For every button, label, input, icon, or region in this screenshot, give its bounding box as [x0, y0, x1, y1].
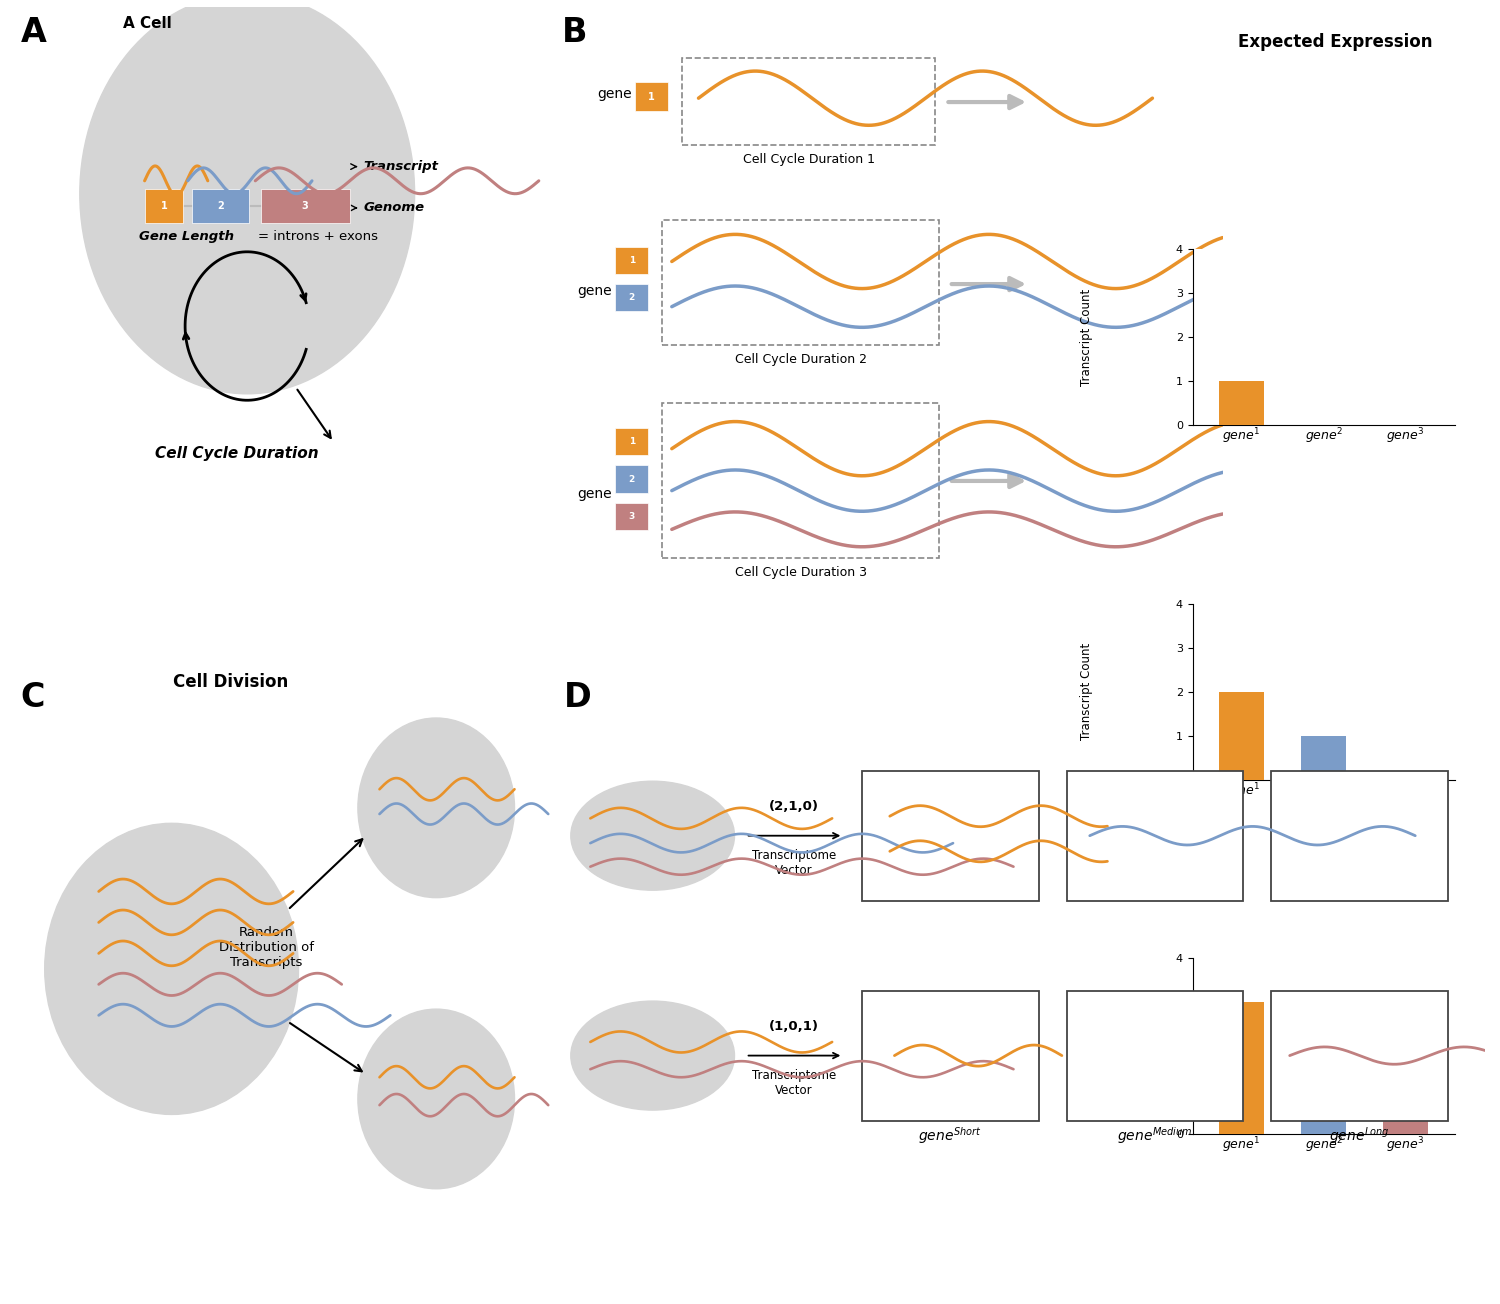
Text: Random
Distribution of
Transcripts: Random Distribution of Transcripts: [219, 926, 314, 969]
Bar: [1220, 691, 1264, 780]
Text: 1: 1: [160, 201, 168, 211]
Text: Cell Cycle Duration 2: Cell Cycle Duration 2: [735, 353, 867, 366]
Text: 1: 1: [628, 257, 634, 265]
Bar: [662, 403, 939, 558]
Y-axis label: Transcript Count: Transcript Count: [1080, 998, 1092, 1095]
Circle shape: [80, 0, 414, 394]
Text: 3: 3: [302, 201, 309, 211]
Bar: [862, 991, 1038, 1120]
Bar: [682, 59, 936, 145]
Bar: [1300, 1090, 1347, 1134]
Text: = introns + exons: = introns + exons: [258, 231, 378, 243]
Text: A Cell: A Cell: [123, 16, 171, 31]
FancyBboxPatch shape: [615, 466, 648, 493]
Bar: [1383, 1090, 1428, 1134]
Text: 2: 2: [217, 201, 223, 211]
Bar: [662, 219, 939, 346]
Text: Cell Cycle Duration: Cell Cycle Duration: [156, 446, 320, 462]
Text: 1: 1: [648, 91, 656, 102]
Circle shape: [45, 823, 298, 1115]
FancyBboxPatch shape: [615, 428, 648, 455]
Text: $\mathit{gene}^{\mathit{Short}}$: $\mathit{gene}^{\mathit{Short}}$: [918, 1125, 982, 1146]
Text: Expected Expression: Expected Expression: [1238, 33, 1432, 51]
Text: gene: gene: [578, 486, 612, 501]
Circle shape: [572, 781, 735, 891]
Bar: [1066, 991, 1244, 1120]
Text: 2: 2: [628, 293, 634, 303]
FancyBboxPatch shape: [634, 82, 669, 111]
FancyBboxPatch shape: [615, 503, 648, 529]
Text: Cell Cycle Duration 3: Cell Cycle Duration 3: [735, 566, 867, 579]
FancyBboxPatch shape: [615, 284, 648, 312]
Text: C: C: [21, 681, 45, 713]
Text: 2: 2: [628, 475, 634, 484]
Text: gene: gene: [578, 283, 612, 297]
Circle shape: [358, 1009, 514, 1189]
Bar: [1066, 771, 1244, 901]
Bar: [862, 771, 1038, 901]
Text: Cell Division: Cell Division: [174, 673, 288, 691]
FancyBboxPatch shape: [192, 189, 249, 223]
Text: B: B: [561, 16, 586, 50]
Y-axis label: Transcript Count: Transcript Count: [1080, 643, 1092, 741]
Text: 3: 3: [628, 512, 634, 522]
Text: Transcriptome
Vector: Transcriptome Vector: [752, 1069, 836, 1097]
Text: (2,1,0): (2,1,0): [770, 799, 819, 812]
Text: $\mathit{gene}^{\mathit{Long}}$: $\mathit{gene}^{\mathit{Long}}$: [1329, 1125, 1390, 1148]
FancyBboxPatch shape: [144, 189, 183, 223]
Circle shape: [572, 1001, 735, 1110]
Text: gene: gene: [597, 86, 632, 100]
Circle shape: [358, 719, 514, 897]
Text: Cell Cycle Duration 1: Cell Cycle Duration 1: [742, 153, 874, 166]
Bar: [1220, 1003, 1264, 1134]
Text: $\mathit{gene}^{\mathit{Medium}}$: $\mathit{gene}^{\mathit{Medium}}$: [1118, 1125, 1192, 1146]
Bar: [1270, 771, 1448, 901]
Bar: [1220, 381, 1264, 425]
Y-axis label: Transcript Count: Transcript Count: [1080, 288, 1092, 386]
Text: Transcript: Transcript: [363, 160, 438, 173]
Text: 1: 1: [628, 437, 634, 446]
Bar: [1300, 735, 1347, 780]
Text: (1,0,1): (1,0,1): [770, 1020, 819, 1033]
Bar: [1270, 991, 1448, 1120]
Text: Transcriptome
Vector: Transcriptome Vector: [752, 849, 836, 878]
FancyBboxPatch shape: [615, 248, 648, 274]
FancyBboxPatch shape: [261, 189, 350, 223]
Text: Gene Length: Gene Length: [140, 231, 234, 243]
Text: A: A: [21, 16, 46, 50]
Text: D: D: [564, 681, 592, 713]
Text: Genome: Genome: [363, 201, 424, 214]
